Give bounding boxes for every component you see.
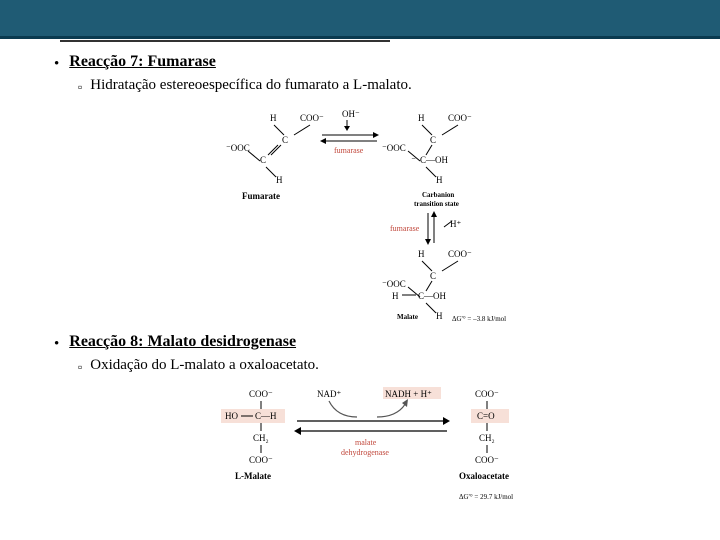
fumarase-mechanism-svg: H COO⁻ C C ⁻OOC H Fumarate OH⁻ — [222, 103, 512, 323]
nadh-label: NADH + H⁺ — [385, 389, 432, 399]
fumarate-label: Fumarate — [242, 191, 280, 201]
malate-structure: H COO⁻ C H C—OH ⁻OOC H Malate — [382, 249, 472, 321]
dg-label-8: ΔG'° = 29.7 kJ/mol — [459, 493, 513, 501]
mal-ooc: ⁻OOC — [382, 279, 406, 289]
ts-coo: COO⁻ — [448, 113, 472, 123]
h-atom2: H — [276, 175, 283, 185]
bullet-icon: • — [54, 53, 59, 75]
oh-minus: OH⁻ — [342, 109, 360, 119]
lm-coo2: COO⁻ — [249, 455, 273, 465]
fumarate-structure: H COO⁻ C C ⁻OOC H Fumarate — [226, 113, 324, 201]
header-underline — [60, 40, 390, 42]
h-plus: H⁺ — [450, 219, 461, 229]
lmalate-structure: COO⁻ HO C—H CH₂ COO⁻ L-Malate — [221, 389, 285, 481]
lm-coo1: COO⁻ — [249, 389, 273, 399]
ts-coh: C—OH — [420, 155, 449, 165]
lm-ho: HO — [225, 411, 238, 421]
ox-ch2: CH₂ — [479, 433, 495, 443]
enzyme8-1: malate — [355, 438, 377, 447]
c-atom: C — [282, 135, 288, 145]
sub-bullet-icon-2: ▫ — [78, 357, 82, 377]
lm-ch2: CH₂ — [253, 433, 269, 443]
reaction8-title: Reacção 8: Malato desidrogenase — [69, 333, 296, 351]
lmalate-label: L-Malate — [235, 471, 271, 481]
enzyme-label-2: fumarase — [390, 224, 420, 233]
reaction7-title: Reacção 7: Fumarase — [69, 53, 216, 71]
mal-h: H — [418, 249, 425, 259]
bullet-icon-2: • — [54, 333, 59, 355]
enzyme-label-1: fumarase — [334, 146, 364, 155]
ts-minus: ⁻ — [411, 155, 416, 165]
reaction8-heading-row: • Reacção 8: Malato desidrogenase — [54, 333, 680, 355]
lm-ch: C—H — [255, 411, 277, 421]
reaction8-sub-row: ▫ Oxidação do L-malato a oxaloacetato. — [78, 357, 680, 377]
reaction7-heading-row: • Reacção 7: Fumarase — [54, 53, 680, 75]
h-atom: H — [270, 113, 277, 123]
ts-ooc: ⁻OOC — [382, 143, 406, 153]
oxaloacetate-structure: COO⁻ C=O CH₂ COO⁻ Oxaloacetate — [459, 389, 509, 481]
ts-c: C — [430, 135, 436, 145]
enzyme8-2: dehydrogenase — [341, 448, 389, 457]
coo-minus: COO⁻ — [300, 113, 324, 123]
sub-bullet-icon: ▫ — [78, 77, 82, 97]
mal-coo: COO⁻ — [448, 249, 472, 259]
oxalo-label: Oxaloacetate — [459, 471, 509, 481]
nad-label: NAD⁺ — [317, 389, 341, 399]
mal-h3: H — [392, 291, 399, 301]
reaction7-sub-row: ▫ Hidratação estereoespecífica do fumara… — [78, 77, 680, 97]
transition-label1: Carbanion — [422, 191, 454, 199]
transition-label2: transition state — [414, 200, 459, 208]
mal-h2: H — [436, 311, 443, 321]
reaction7-diagram: H COO⁻ C C ⁻OOC H Fumarate OH⁻ — [54, 103, 680, 323]
ox-co: C=O — [477, 411, 495, 421]
ox-coo2: COO⁻ — [475, 455, 499, 465]
ox-coo1: COO⁻ — [475, 389, 499, 399]
mal-coh: C—OH — [418, 291, 447, 301]
reaction7-subtitle: Hidratação estereoespecífica do fumarato… — [90, 77, 412, 94]
ooc-minus: ⁻OOC — [226, 143, 250, 153]
dg-label-7: ΔG'° = –3.8 kJ/mol — [452, 315, 506, 323]
ts-h2: H — [436, 175, 443, 185]
slide-header-bar — [0, 0, 720, 39]
malate-dehydrogenase-svg: COO⁻ HO C—H CH₂ COO⁻ L-Malate NAD⁺ NADH … — [177, 383, 557, 503]
ts-h: H — [418, 113, 425, 123]
reaction8-subtitle: Oxidação do L-malato a oxaloacetato. — [90, 357, 319, 374]
slide-content: • Reacção 7: Fumarase ▫ Hidratação ester… — [0, 39, 720, 503]
reaction8-diagram: COO⁻ HO C—H CH₂ COO⁻ L-Malate NAD⁺ NADH … — [54, 383, 680, 503]
mal-c: C — [430, 271, 436, 281]
malate-label: Malate — [397, 313, 418, 321]
c-atom2: C — [260, 155, 266, 165]
transition-state-structure: H COO⁻ C ⁻ C—OH ⁻OOC H Carbanion transit… — [382, 113, 472, 208]
